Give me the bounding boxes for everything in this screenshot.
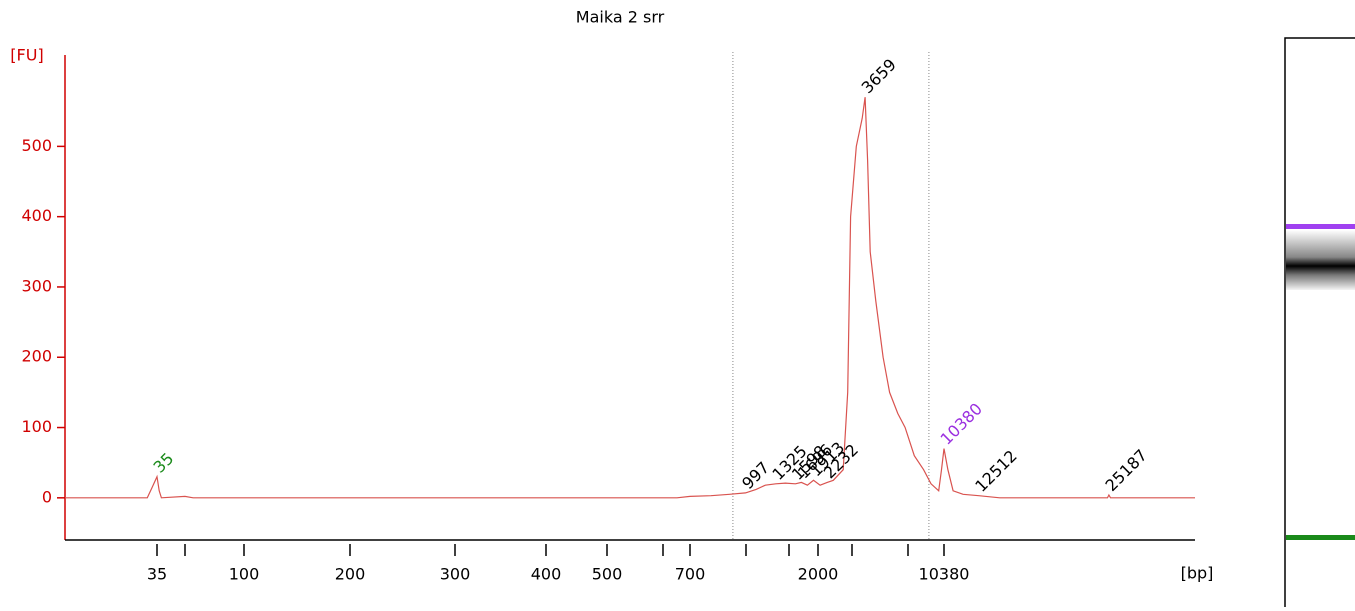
x-tick-label: 400 — [531, 565, 562, 584]
upper-marker-band — [1286, 224, 1355, 229]
y-tick-label: 300 — [21, 276, 52, 295]
y-tick-label: 500 — [21, 136, 52, 155]
gel-frame — [1284, 37, 1355, 609]
x-tick-label: 100 — [229, 565, 260, 584]
peak-label: 3659 — [858, 55, 900, 97]
lower-marker-band — [1286, 535, 1355, 540]
peak-label: 12512 — [971, 446, 1020, 495]
x-tick-label: 700 — [675, 565, 706, 584]
x-axis-label: [bp] — [1181, 564, 1214, 583]
gel-band — [1286, 230, 1355, 290]
x-tick-label: 2000 — [798, 565, 839, 584]
peak-label: 10380 — [937, 399, 986, 448]
y-axis-label: [FU] — [10, 46, 43, 65]
chart-title: Maika 2 srr — [576, 8, 665, 27]
peak-label: 35 — [150, 449, 178, 477]
y-tick-label: 200 — [21, 347, 52, 366]
peak-label: 997 — [738, 458, 773, 493]
y-tick-label: 0 — [42, 487, 52, 506]
y-tick-label: 400 — [21, 206, 52, 225]
gel-lane — [1284, 37, 1355, 609]
y-tick-label: 100 — [21, 417, 52, 436]
electropherogram-trace — [65, 97, 1195, 499]
x-tick-label: 300 — [440, 565, 471, 584]
x-tick-label: 500 — [592, 565, 623, 584]
x-tick-label: 35 — [147, 565, 167, 584]
peak-label: 25187 — [1102, 446, 1151, 495]
x-tick-label: 200 — [335, 565, 366, 584]
x-tick-label: 10380 — [919, 565, 970, 584]
